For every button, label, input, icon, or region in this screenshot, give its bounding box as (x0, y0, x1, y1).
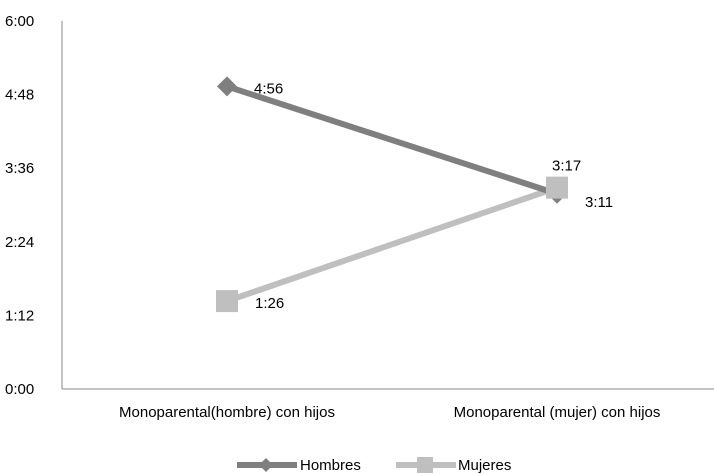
y-tick-label: 3:36 (5, 160, 34, 177)
series-line-hombres (226, 83, 558, 197)
y-tick-label: 1:12 (5, 307, 34, 324)
data-point-mujeres (546, 176, 568, 199)
legend-marker-square (417, 457, 433, 473)
y-tick-label: 0:00 (5, 381, 34, 398)
series-line-mujeres (226, 184, 558, 304)
y-tick-label: 6:00 (5, 13, 34, 30)
y-tick-label: 4:48 (5, 87, 34, 104)
legend-label: Mujeres (458, 457, 511, 474)
data-point-mujeres (216, 290, 238, 313)
y-tick-label: 2:24 (5, 234, 34, 251)
x-tick-label: Monoparental(hombre) con hijos (119, 404, 335, 421)
data-label: 4:56 (254, 80, 283, 97)
legend-marker-diamond (259, 458, 273, 472)
legend-label: Hombres (300, 457, 361, 474)
data-point-hombres (217, 76, 237, 97)
x-tick-label: Monoparental (mujer) con hijos (454, 404, 661, 421)
data-label: 1:26 (255, 295, 284, 312)
data-label: 3:11 (585, 194, 613, 211)
data-label: 3:17 (552, 158, 581, 175)
